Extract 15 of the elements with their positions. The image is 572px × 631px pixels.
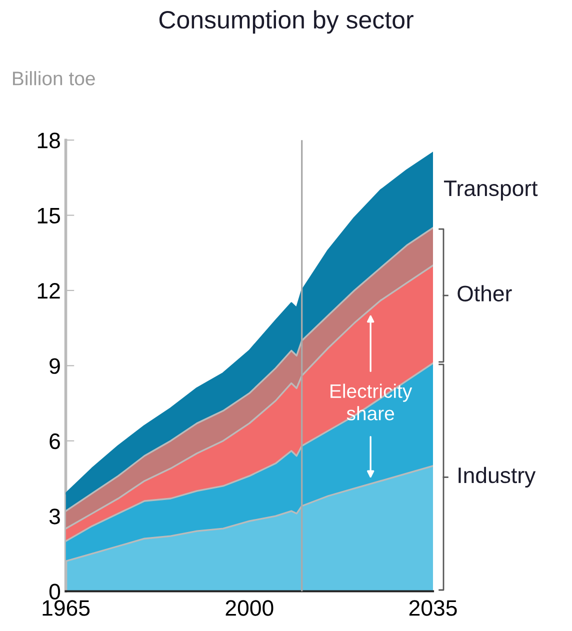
- text: Industry: [458, 466, 536, 488]
- series-label: Transport: [444, 180, 538, 201]
- y-tick-label: 3: [49, 508, 60, 524]
- y-tick-label: 12: [38, 283, 60, 299]
- y-tick-label: 0: [49, 584, 60, 600]
- y-tick-label: 18: [38, 132, 60, 148]
- y-tick-label: 9: [50, 358, 60, 374]
- x-tick-label: 1965: [42, 600, 90, 616]
- text: Other: [458, 285, 512, 302]
- y-tick-label: 15: [38, 208, 60, 224]
- y-tick-label: 6: [50, 433, 60, 450]
- y-axis-title: Billion toe: [13, 71, 95, 86]
- x-tick-label: 2035: [409, 600, 457, 616]
- x-tick-label: 2000: [226, 600, 274, 616]
- chart-title: Consumption by sector: [159, 10, 414, 34]
